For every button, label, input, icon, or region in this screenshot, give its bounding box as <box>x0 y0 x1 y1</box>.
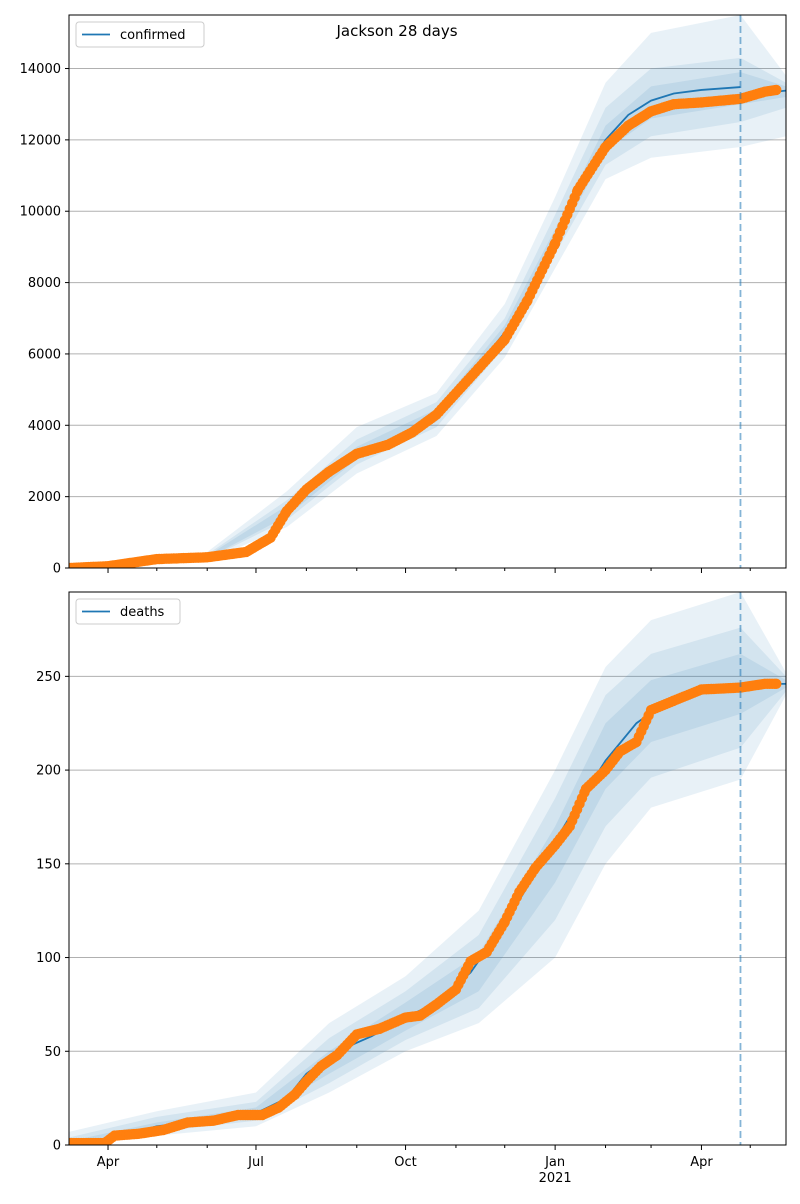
y-tick-label: 2000 <box>28 490 61 505</box>
uncertainty-band <box>69 627 786 1145</box>
panel-confirmed: 0 2000 4000 6000 8000 10000 12000 14000 confirme… <box>20 14 787 577</box>
y-tick-label: 4000 <box>28 419 61 434</box>
observed-point <box>771 678 782 690</box>
legend-box <box>75 21 205 48</box>
y-tick-label: 0 <box>53 562 61 577</box>
x-tick-label: Jul <box>247 1155 264 1170</box>
x-tick-label: Apr <box>690 1155 713 1170</box>
y-tick-label: 50 <box>44 1045 61 1060</box>
legend: deaths <box>75 598 181 625</box>
uncertainty-band <box>69 653 786 1145</box>
y-tick-label: 150 <box>36 857 61 872</box>
legend: confirmed <box>75 21 205 48</box>
legend-label: confirmed <box>120 28 186 43</box>
x-tick-label: Jan <box>544 1155 565 1170</box>
x-year-label: 2021 <box>539 1171 572 1186</box>
uncertainty-band <box>69 57 786 568</box>
plot-area <box>69 15 786 568</box>
panel-deaths: 0 50 100 150 200 250 Apr Jul Oct Jan Apr 2021 deaths <box>36 591 787 1186</box>
axes-frame <box>68 14 787 569</box>
uncertainty-band <box>69 592 786 1145</box>
legend-label: deaths <box>120 605 165 620</box>
observed-points <box>69 84 782 568</box>
plot-area <box>69 592 786 1145</box>
y-tick-label: 200 <box>36 764 61 779</box>
y-tick-label: 12000 <box>20 133 61 148</box>
y-tick-label: 0 <box>53 1139 61 1154</box>
legend-box <box>75 598 181 625</box>
x-tick-label: Oct <box>394 1155 416 1170</box>
y-tick-label: 14000 <box>20 62 61 77</box>
y-tick-label: 100 <box>36 951 61 966</box>
axes-frame <box>68 591 787 1146</box>
figure-title: Jackson 28 days <box>335 22 457 40</box>
x-tick-label: Apr <box>97 1155 120 1170</box>
observed-points <box>69 678 782 1145</box>
y-tick-label: 6000 <box>28 347 61 362</box>
observed-point <box>771 84 782 96</box>
y-tick-label: 8000 <box>28 276 61 291</box>
y-tick-label: 10000 <box>20 205 61 220</box>
y-tick-label: 250 <box>36 670 61 685</box>
